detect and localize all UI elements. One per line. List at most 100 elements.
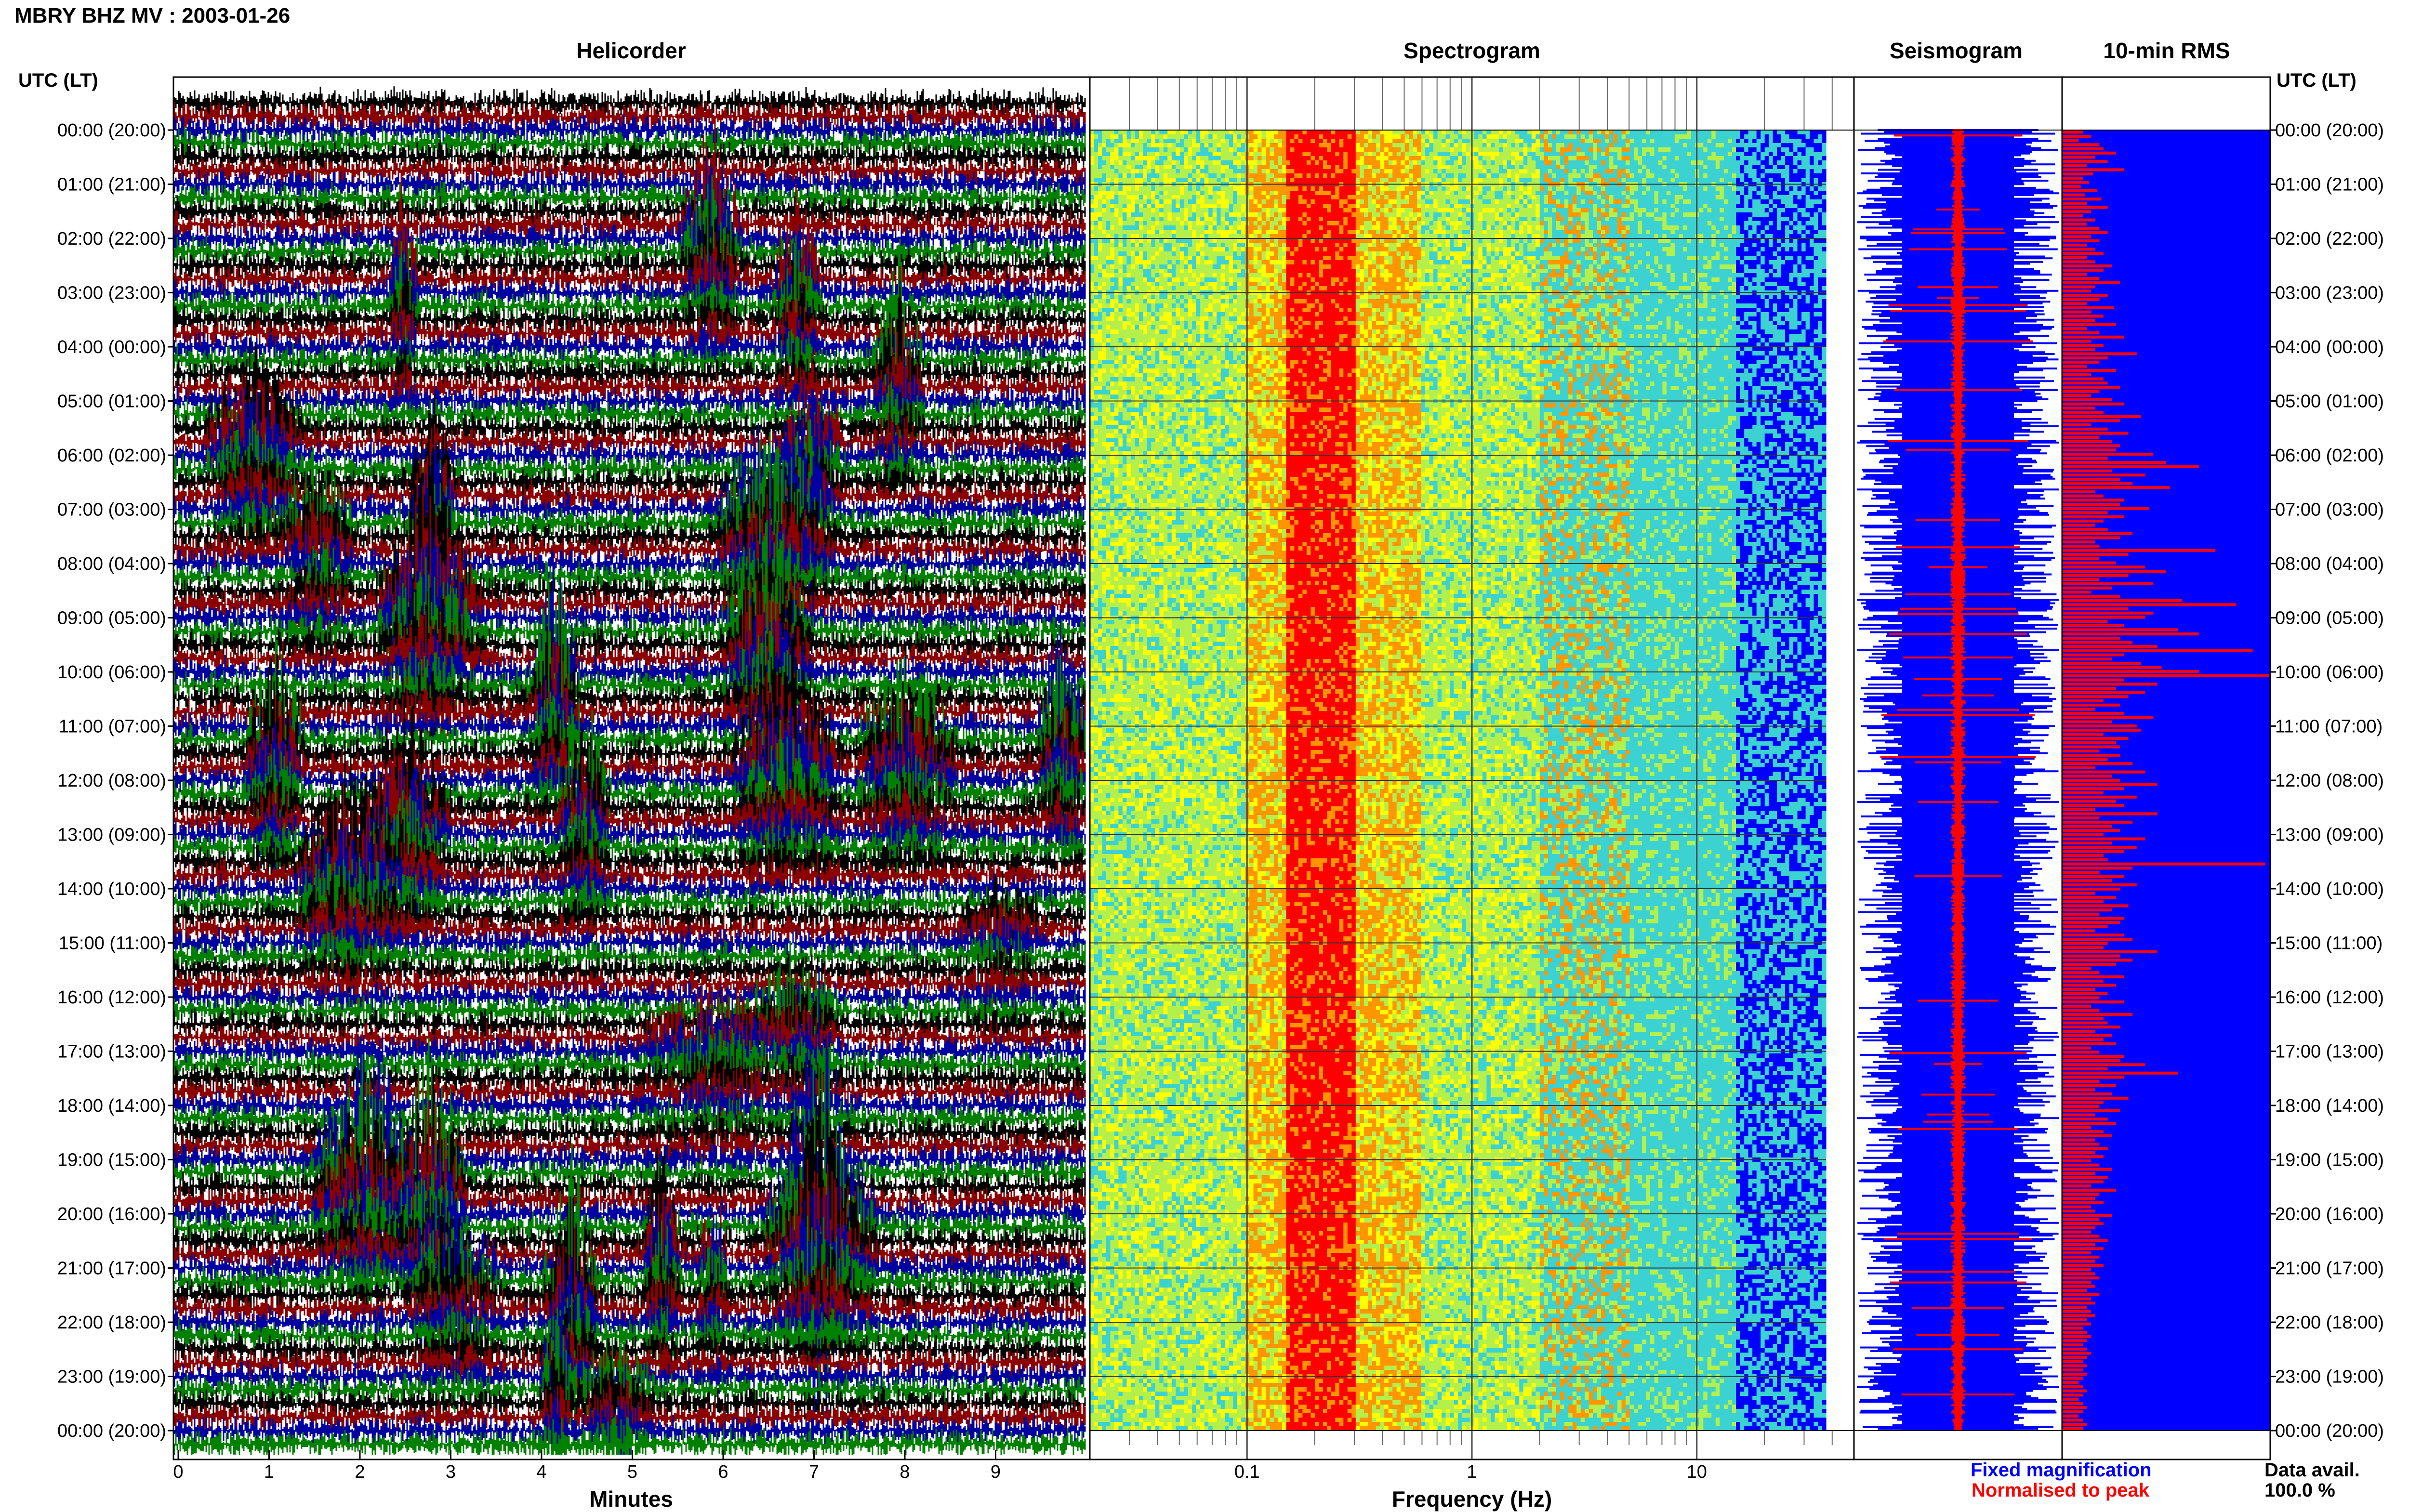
spectrogram-cell [1098,1400,1102,1405]
spectrogram-cell [1102,186,1107,191]
spectrogram-cell [1098,217,1102,222]
spectrogram-cell [1094,1409,1099,1414]
spectrogram-cell [1102,368,1107,373]
spectrogram-cell [1102,1001,1107,1006]
spectrogram-cell [1094,828,1099,833]
spectrogram-cell [1098,871,1102,876]
spectrogram-cell [1098,746,1102,750]
spectrogram-cell [1094,750,1099,755]
spectrogram-cell [1094,598,1099,603]
spectrogram-cell [1098,1027,1102,1032]
spectrogram-cell [1102,1366,1107,1370]
spectrogram-cell [1098,1301,1102,1305]
spectrogram-cell [1098,1066,1102,1071]
spectrogram-cell [1098,1244,1102,1249]
spectrogram-cell [1102,217,1107,222]
spectrogram-cell [1094,1014,1099,1019]
spectrogram-cell [1102,321,1107,326]
spectrogram-cell [1102,1244,1107,1249]
spectrogram-cell [1098,1370,1102,1375]
spectrogram-cell [1102,277,1107,282]
spectrogram-cell [1094,577,1099,581]
spectrogram-cell [1102,477,1107,482]
spectrogram-cell [1102,850,1107,855]
spectrogram-cell [1102,1136,1107,1141]
spectrogram-cell [1098,143,1102,148]
spectrogram-cell [1098,880,1102,885]
spectrogram-cell [1098,1092,1102,1097]
spectrogram-cell [1098,1240,1102,1245]
spectrogram-cell [1094,932,1099,937]
spectrogram-cell [1102,486,1107,490]
spectrogram-cell [1098,516,1102,521]
spectrogram-cell [1098,438,1102,443]
spectrogram-cell [1094,386,1099,391]
spectrogram-cell [1102,525,1107,529]
spectrogram-cell [1094,364,1099,369]
spectrogram-cell [1102,629,1107,633]
spectrogram-cell [1102,980,1107,985]
spectrogram-cell [1102,889,1107,894]
spectrogram-cell [1102,299,1107,304]
spectrogram-cell [1102,728,1107,733]
spectrogram-cell [1094,871,1099,876]
spectrogram-cell [1094,603,1099,607]
spectrogram-cell [1102,381,1107,386]
spectrogram-cell [1094,759,1099,763]
spectrogram-cell [1102,1409,1107,1414]
spectrogram-cell [1094,368,1099,373]
spectrogram-cell [1094,499,1099,503]
spectrogram-cell [1102,1413,1107,1418]
spectrogram-cell [1102,741,1107,746]
spectrogram-cell [1094,1270,1099,1275]
spectrogram-cell [1098,503,1102,508]
spectrogram-cell [1098,893,1102,898]
spectrogram-cell [1098,1392,1102,1396]
spectrogram-cell [1094,850,1099,855]
spectrogram-cell [1098,902,1102,907]
spectrogram-cell [1102,802,1107,807]
spectrogram-cell [1102,763,1107,768]
spectrogram-cell [1098,1413,1102,1418]
spectrogram-cell [1094,1231,1099,1236]
spectrogram-cell [1102,408,1107,412]
spectrogram-cell [1098,1249,1102,1253]
spectrogram-cell [1102,815,1107,820]
spectrogram-cell [1094,481,1099,486]
spectrogram-cell [1098,551,1102,555]
spectrogram-cell [1098,529,1102,534]
spectrogram-cell [1098,815,1102,820]
spectrogram-cell [1102,360,1107,365]
spectrogram-cell [1102,1092,1107,1097]
spectrogram-cell [1102,1322,1107,1327]
spectrogram-cell [1102,303,1107,308]
spectrogram-cell [1102,1071,1107,1076]
spectrogram-cell [1106,152,1111,157]
spectrogram-cell [1102,230,1107,235]
spectrogram-cell [1098,1205,1102,1210]
spectrogram-cell [1094,134,1099,139]
spectrogram-cell [1094,460,1099,464]
spectrogram-cell [1094,321,1099,326]
spectrogram-cell [1102,1422,1107,1427]
spectrogram-cell [1106,165,1111,170]
spectrogram-cell [1094,1188,1099,1193]
spectrogram-cell [1102,412,1107,417]
spectrogram-cell [1102,1110,1107,1115]
spectrogram-cell [1102,251,1107,256]
spectrogram-cell [1102,1162,1107,1167]
spectrogram-cell [1094,815,1099,820]
spectrogram-cell [1094,243,1099,248]
spectrogram-cell [1102,1183,1107,1188]
spectrogram-cell [1098,1188,1102,1193]
spectrogram-cell [1102,780,1107,785]
spectrogram-cell [1094,1010,1099,1015]
spectrogram-cell [1098,806,1102,811]
spectrogram-cell [1098,759,1102,763]
spectrogram-cell [1098,863,1102,868]
spectrogram-cell [1098,464,1102,469]
spectrogram-cell [1102,798,1107,802]
spectrogram-cell [1098,373,1102,378]
spectrogram-cell [1102,689,1107,694]
spectrogram-cell [1094,811,1099,815]
